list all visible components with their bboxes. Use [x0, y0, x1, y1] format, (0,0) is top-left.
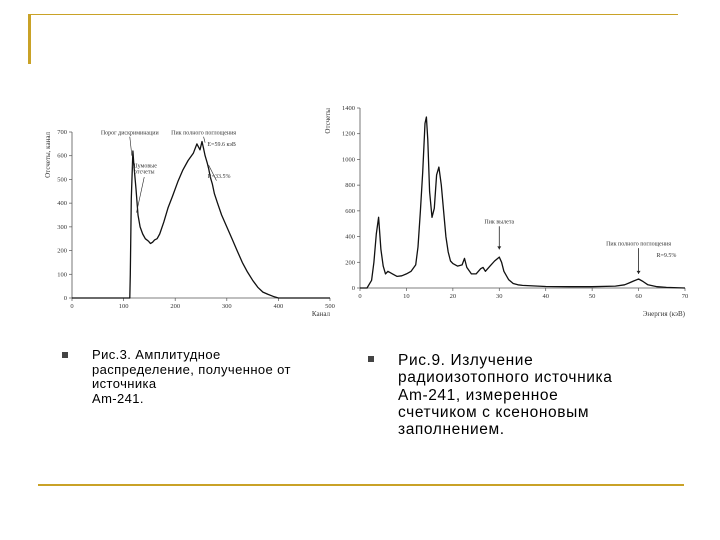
series-line: [360, 116, 686, 289]
x-tick-label: 300: [222, 303, 232, 310]
x-tick-label: 20: [450, 293, 457, 300]
caption-text: Рис.3. Амплитудное распределение, получе…: [92, 347, 291, 406]
arrow-head: [636, 270, 641, 274]
annotation-label: Пик полного поглощения: [606, 242, 671, 248]
annotation-label: R=9.5%: [656, 253, 676, 259]
x-tick-label: 10: [403, 293, 410, 300]
y-tick-label: 0: [352, 285, 355, 292]
caption-text: Рис.9. Излучение радиоизотопного источни…: [398, 352, 613, 439]
figure-caption-left: Рис.3. Амплитудное распределение, получе…: [62, 347, 342, 406]
annotation-label: Порог дискриминации: [101, 130, 160, 136]
bullet-square: [62, 352, 68, 358]
y-axis-title: Отсчеты, канал: [44, 132, 52, 178]
bottom-accent-line: [38, 484, 684, 486]
x-tick-label: 50: [589, 293, 596, 300]
x-tick-label: 40: [542, 293, 549, 300]
x-axis-title: Энергия (кэВ): [643, 310, 686, 318]
y-tick-label: 600: [57, 153, 67, 160]
y-tick-label: 700: [57, 129, 67, 136]
y-tick-label: 200: [57, 248, 67, 255]
y-tick-label: 500: [57, 176, 67, 183]
annotation-label: R=33.5%: [208, 174, 231, 180]
chart-marks: [72, 140, 330, 299]
annotation-label: Пик вылета: [484, 220, 514, 226]
chart-axes: 0 10 20 30 40 50 60 70 0 200 400 600 800 1000 1200 1400…: [324, 105, 688, 318]
annotation-label: отсчеты: [134, 170, 155, 176]
annotation-leader: [129, 136, 133, 156]
y-tick-label: 0: [64, 295, 67, 302]
y-axis-title: Отсчеты: [324, 108, 332, 134]
annotation-label: Пик полного поглощения: [171, 130, 236, 136]
x-tick-label: 70: [682, 293, 689, 300]
x-tick-label: 500: [325, 303, 335, 310]
annotation-leader: [208, 165, 217, 181]
y-tick-label: 800: [345, 182, 355, 189]
chart-marks: [360, 116, 686, 289]
annotation-leader: [136, 176, 145, 213]
x-tick-label: 30: [496, 293, 503, 300]
chart-annotations: Порог дискриминации Пик полного поглощени…: [101, 130, 236, 213]
x-tick-label: 400: [274, 303, 284, 310]
x-tick-label: 60: [635, 293, 642, 300]
y-tick-label: 300: [57, 224, 67, 231]
y-tick-label: 400: [345, 234, 355, 241]
chart-axes: 0 100 200 300 400 500 0 100 200 300 400 500 600 700 Ка…: [44, 129, 335, 318]
top-accent-line: [28, 14, 678, 15]
y-tick-label: 400: [57, 200, 67, 207]
x-tick-label: 0: [358, 293, 361, 300]
series-line: [72, 140, 330, 299]
left-accent-line: [28, 14, 31, 64]
y-tick-label: 1000: [342, 156, 355, 163]
annotation-label: Шумовые: [132, 164, 158, 170]
am241-spectrum-chart: 0 10 20 30 40 50 60 70 0 200 400 600 800 1000 1200 1400…: [324, 105, 688, 318]
y-tick-label: 600: [345, 208, 355, 215]
y-tick-label: 100: [57, 271, 67, 278]
y-tick-label: 1400: [342, 105, 355, 112]
x-tick-label: 200: [170, 303, 180, 310]
annotation-label: Е=59.6 кэВ: [207, 142, 235, 148]
bullet-square: [368, 356, 374, 362]
chart-annotations: Пик вылета Пик полного поглощения R=9.5%: [484, 220, 676, 274]
annotation-leader: [203, 136, 206, 143]
x-axis-title: Канал: [312, 310, 331, 318]
x-tick-label: 100: [119, 303, 129, 310]
amplitude-distribution-chart: 0 100 200 300 400 500 0 100 200 300 400 500 600 700 Ка…: [44, 129, 335, 318]
figure-caption-right: Рис.9. Излучение радиоизотопного источни…: [368, 352, 688, 439]
x-tick-label: 0: [70, 303, 73, 310]
y-tick-label: 200: [345, 259, 355, 266]
y-tick-label: 1200: [342, 131, 355, 138]
arrow-head: [497, 246, 502, 250]
